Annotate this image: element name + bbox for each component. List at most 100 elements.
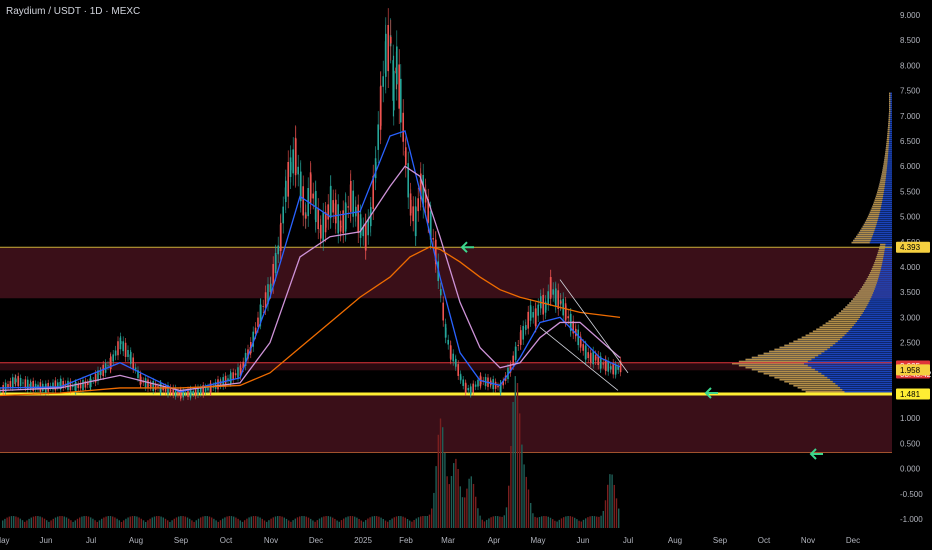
volume-bar <box>483 521 486 528</box>
volume-profile-bar <box>838 312 892 314</box>
volume-bar <box>72 521 74 528</box>
candle <box>322 212 324 242</box>
y-axis-tick: 8.000 <box>900 61 921 70</box>
volume-bar <box>574 517 576 528</box>
volume-bar <box>131 516 134 528</box>
volume-bar <box>510 446 512 528</box>
candle <box>517 344 519 346</box>
volume-bar <box>604 500 607 528</box>
volume-profile-bar <box>873 201 892 204</box>
volume-profile-bar <box>797 338 892 341</box>
volume-bar <box>316 520 318 528</box>
candle <box>24 379 27 388</box>
volume-profile-bar <box>877 251 885 254</box>
volume-profile-bar <box>885 147 892 149</box>
volume-bar <box>446 476 448 528</box>
volume-profile-bar <box>886 138 892 141</box>
volume-profile-bar <box>888 112 891 115</box>
volume-profile-bar <box>738 360 808 363</box>
volume-profile-bar <box>873 263 892 266</box>
volume-bar <box>332 517 334 528</box>
candle <box>260 304 262 321</box>
volume-profile-bar <box>881 175 892 177</box>
ma-line-ema-fast <box>0 130 621 393</box>
volume-profile-bar <box>882 169 892 171</box>
volume-bar <box>558 519 560 528</box>
volume-bar <box>323 516 325 528</box>
volume-bar <box>52 518 54 528</box>
volume-profile-bar <box>847 304 868 306</box>
candle <box>380 85 382 126</box>
volume-bar <box>272 517 274 528</box>
candle <box>502 380 504 386</box>
volume-bar <box>556 521 558 528</box>
candle <box>150 382 152 388</box>
volume-profile-bar <box>812 330 849 333</box>
volume-profile-bar <box>833 316 861 318</box>
volume-bar <box>164 518 167 528</box>
volume-profile-bar <box>876 193 884 196</box>
volume-profile-bar <box>825 322 892 325</box>
zone <box>0 362 892 371</box>
volume-bar <box>48 521 50 528</box>
y-axis-tick: 5.000 <box>900 213 921 222</box>
volume-bar <box>103 517 105 528</box>
volume-profile-bar <box>883 165 888 167</box>
volume-profile-bar <box>757 370 819 373</box>
volume-bar <box>259 517 261 528</box>
x-axis-tick: May <box>530 536 545 545</box>
volume-profile-bar <box>751 368 815 371</box>
candle <box>560 301 562 304</box>
volume-bar <box>19 518 21 528</box>
volume-profile-bar <box>887 130 890 133</box>
volume-profile-bar <box>875 259 883 262</box>
candle <box>275 254 277 269</box>
candle <box>170 390 172 392</box>
volume-bar <box>208 516 211 528</box>
price-badge <box>896 241 930 253</box>
volume-profile-bar <box>816 328 851 331</box>
volume-bar <box>70 520 72 528</box>
volume-profile-bar <box>867 276 879 278</box>
volume-profile-bar <box>819 326 853 329</box>
volume-profile-bar <box>867 276 892 278</box>
candle <box>177 391 179 395</box>
candle <box>102 364 104 377</box>
volume-bar <box>292 520 294 528</box>
volume-profile-bar <box>889 100 892 103</box>
candle <box>262 306 264 307</box>
volume-profile-bar <box>801 336 843 339</box>
volume-profile-bar <box>879 245 892 248</box>
volume-bar <box>340 520 343 528</box>
volume-profile-bar <box>784 380 892 383</box>
volume-profile-bar <box>889 94 891 97</box>
volume-bar <box>613 484 615 528</box>
volume-bar <box>277 516 279 528</box>
volume-bar <box>384 520 387 528</box>
volume-bar <box>54 517 57 528</box>
volume-bar <box>464 497 466 528</box>
volume-profile-bar <box>863 223 892 226</box>
price-badge <box>896 364 930 376</box>
volume-bar <box>453 463 455 528</box>
volume-profile-bar <box>888 114 892 117</box>
x-axis-tick: 2025 <box>354 536 372 545</box>
candle <box>525 325 527 330</box>
y-axis-tick: 9.000 <box>900 11 921 20</box>
candle <box>272 263 274 287</box>
candle <box>242 361 244 369</box>
candle <box>232 372 234 380</box>
candle <box>555 288 557 307</box>
candle <box>610 366 612 370</box>
volume-bar <box>468 478 470 528</box>
candle <box>590 352 592 363</box>
candle <box>157 386 159 389</box>
candle <box>19 377 22 387</box>
volume-profile-bar <box>793 340 892 343</box>
volume-profile-bar <box>887 132 890 135</box>
candle <box>387 24 389 72</box>
candle <box>580 339 582 346</box>
volume-profile-bar <box>857 292 892 294</box>
candle <box>7 384 9 388</box>
